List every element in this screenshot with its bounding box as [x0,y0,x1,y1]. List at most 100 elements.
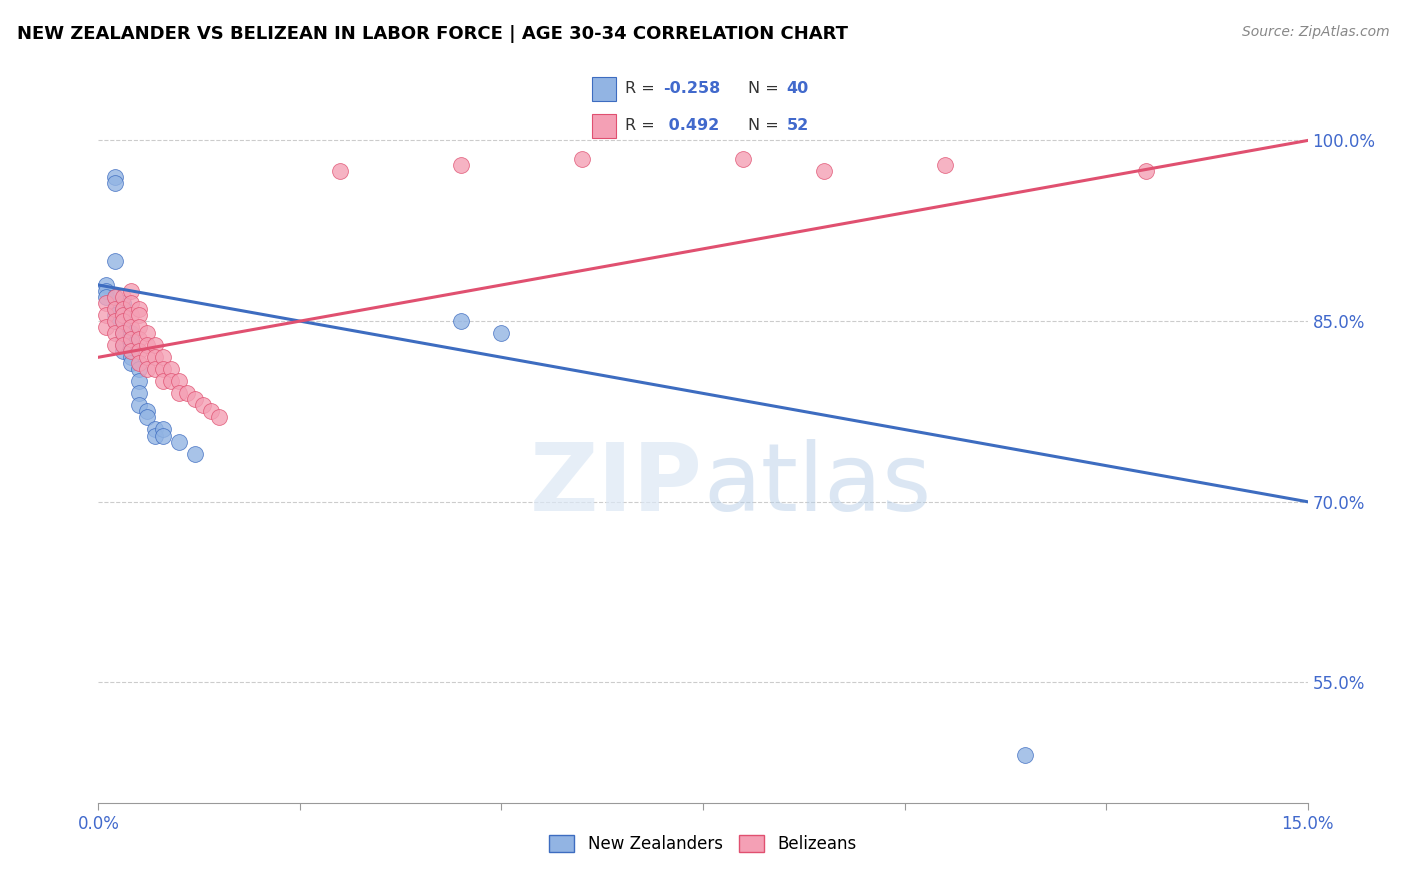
Point [103,314,125,328]
Point [111,338,134,352]
Point [120,332,142,346]
Point [1014,747,1036,762]
Point [120,332,142,346]
Point [120,320,142,334]
Point [111,296,134,310]
Point [96,277,118,292]
Point [135,410,157,425]
Bar [592,77,616,101]
Point [128,344,150,359]
Point [193,398,215,412]
Point [176,386,198,401]
Point [329,163,352,178]
Point [152,428,174,442]
Point [103,314,125,328]
Point [103,290,125,304]
Point [111,308,134,322]
Point [200,404,222,418]
Point [120,326,142,341]
Bar [592,114,616,138]
Text: Source: ZipAtlas.com: Source: ZipAtlas.com [1241,25,1389,39]
Point [143,423,166,437]
Point [120,356,142,370]
Point [103,326,125,341]
Point [103,169,125,184]
Point [128,356,150,370]
Point [450,314,472,328]
Point [160,375,183,389]
Point [120,296,142,310]
Text: N =: N = [748,119,785,133]
Point [135,326,157,341]
Point [96,284,118,298]
Point [111,314,134,328]
Point [208,410,231,425]
Point [128,320,150,334]
Point [128,375,150,389]
Point [135,404,157,418]
Text: 52: 52 [786,119,808,133]
Point [128,386,150,401]
Point [135,362,157,376]
Point [167,434,190,449]
Point [184,447,207,461]
Point [152,362,174,376]
Text: atlas: atlas [703,439,931,531]
Point [103,308,125,322]
Text: R =: R = [624,119,659,133]
Text: R =: R = [624,81,659,96]
Point [128,332,150,346]
Point [152,375,174,389]
Point [128,301,150,317]
Point [96,290,118,304]
Point [733,152,755,166]
Point [111,326,134,341]
Point [103,254,125,268]
Point [120,284,142,298]
Point [135,351,157,365]
Text: ZIP: ZIP [530,439,703,531]
Point [111,301,134,317]
Point [96,320,118,334]
Point [1135,163,1157,178]
Point [167,375,190,389]
Point [96,308,118,322]
Point [491,326,513,341]
Point [128,362,150,376]
Point [111,326,134,341]
Point [128,398,150,412]
Point [111,301,134,317]
Point [160,362,183,376]
Text: 0.492: 0.492 [664,119,720,133]
Point [96,296,118,310]
Point [120,344,142,359]
Point [111,338,134,352]
Point [111,290,134,304]
Point [135,338,157,352]
Point [450,158,472,172]
Point [111,332,134,346]
Point [103,338,125,352]
Point [813,163,835,178]
Point [120,308,142,322]
Point [184,392,207,407]
Point [111,308,134,322]
Legend: New Zealanders, Belizeans: New Zealanders, Belizeans [543,828,863,860]
Point [128,308,150,322]
Point [111,344,134,359]
Point [152,351,174,365]
Point [143,362,166,376]
Point [111,320,134,334]
Text: -0.258: -0.258 [664,81,720,96]
Point [103,290,125,304]
Point [143,338,166,352]
Text: NEW ZEALANDER VS BELIZEAN IN LABOR FORCE | AGE 30-34 CORRELATION CHART: NEW ZEALANDER VS BELIZEAN IN LABOR FORCE… [17,25,848,43]
Point [103,301,125,317]
Point [167,386,190,401]
Point [143,351,166,365]
Point [120,344,142,359]
Point [571,152,593,166]
Point [143,428,166,442]
Point [120,338,142,352]
Text: N =: N = [748,81,785,96]
